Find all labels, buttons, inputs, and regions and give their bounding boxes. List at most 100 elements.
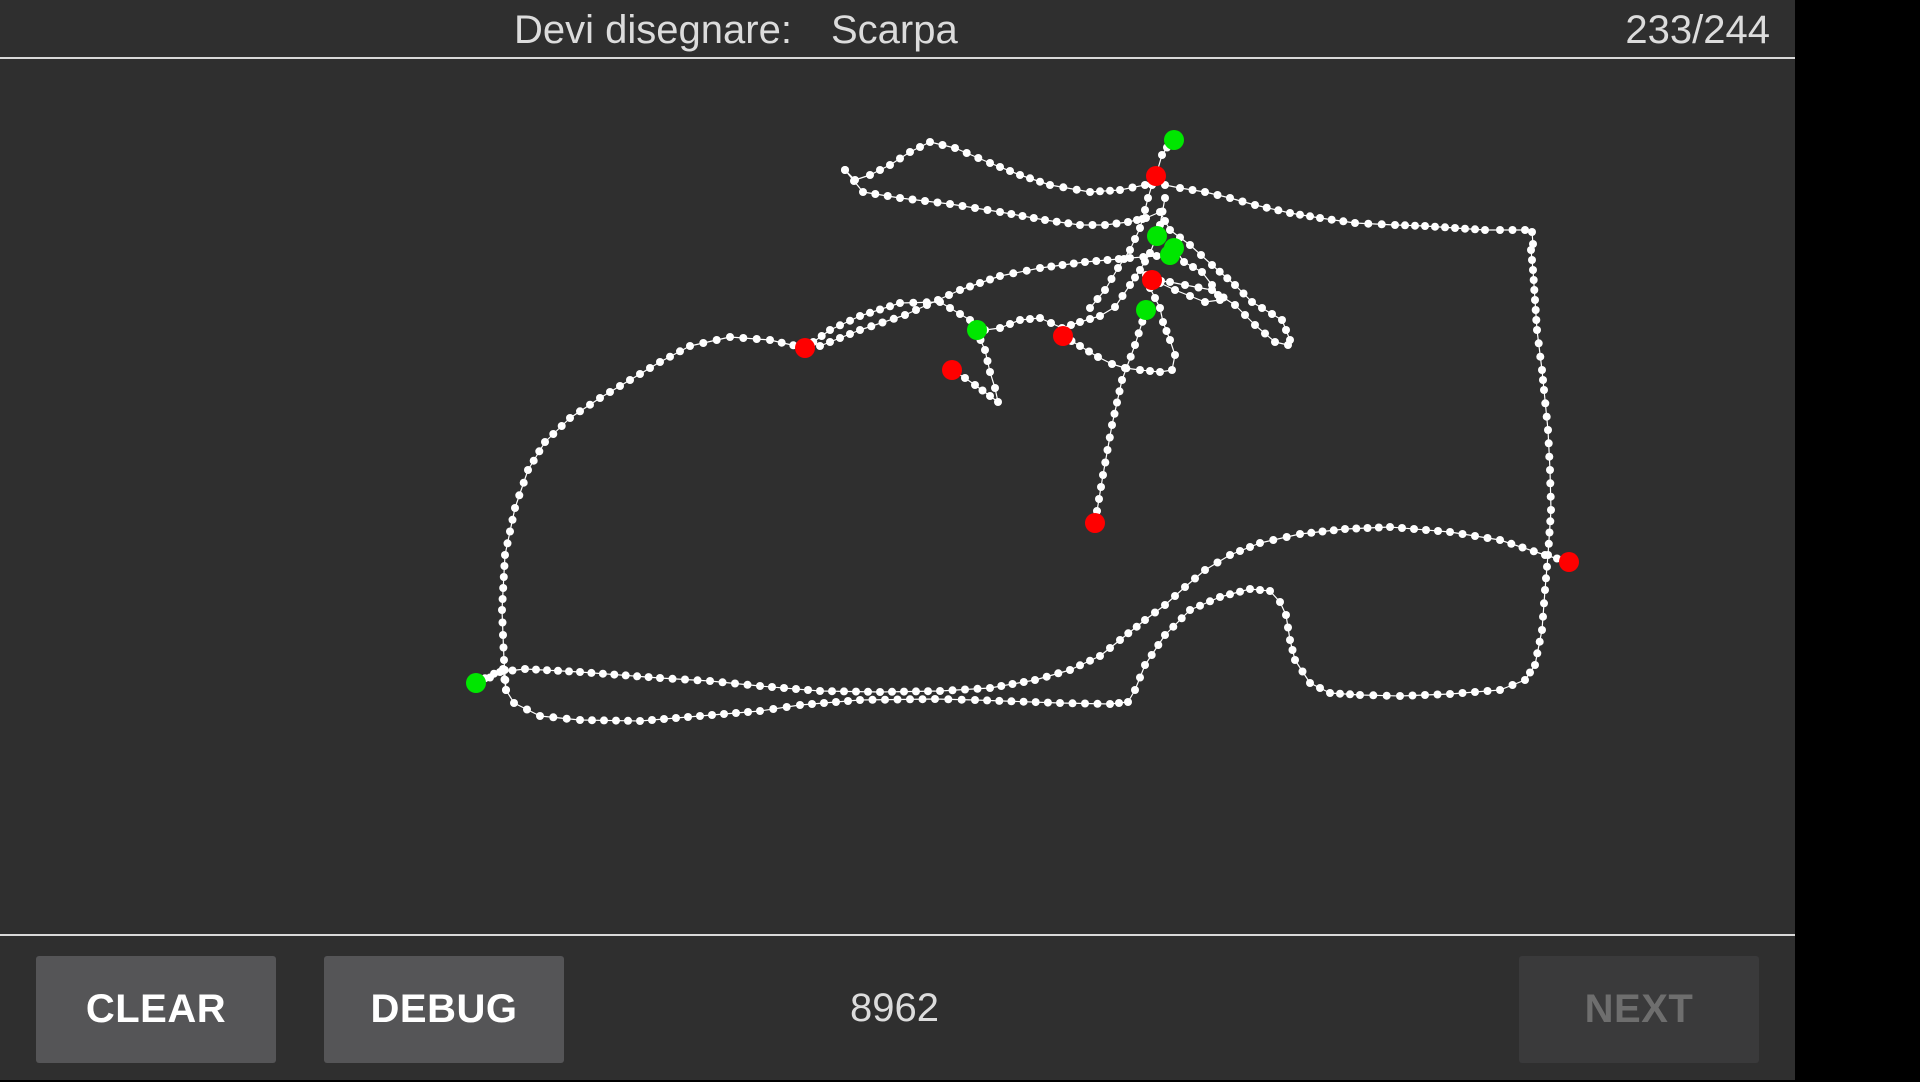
stroke-point xyxy=(1282,611,1290,619)
stroke-point xyxy=(1146,249,1154,257)
stroke-point xyxy=(1069,259,1078,268)
stroke-point xyxy=(1128,183,1137,192)
app-window: Devi disegnare: Scarpa 233/244 CLEAR DEB… xyxy=(0,0,1795,1080)
stroke-point xyxy=(1422,526,1430,534)
stroke-point xyxy=(1531,661,1539,669)
stroke-point xyxy=(1298,667,1307,676)
stroke-point xyxy=(743,680,752,689)
stroke-point xyxy=(768,683,776,691)
stroke-point xyxy=(756,707,764,715)
stroke-point xyxy=(1006,320,1014,328)
stroke-point xyxy=(1022,266,1031,275)
stroke-point xyxy=(1116,636,1124,644)
stroke-point xyxy=(1086,304,1094,312)
stroke-point xyxy=(1541,551,1549,559)
stroke-point xyxy=(867,322,876,331)
stroke-point xyxy=(996,208,1004,216)
stroke-point xyxy=(976,279,984,287)
stroke-point xyxy=(888,687,896,696)
stroke-point xyxy=(1269,536,1278,544)
stroke-markers xyxy=(466,130,1579,693)
stroke-point xyxy=(896,194,904,202)
stroke-point xyxy=(996,163,1004,171)
stroke-point xyxy=(1141,616,1149,624)
stroke-point xyxy=(1136,366,1144,374)
stroke-point xyxy=(600,716,608,725)
stroke-point xyxy=(1271,338,1279,346)
stroke-point xyxy=(1546,479,1555,488)
stroke-point xyxy=(1103,256,1112,264)
stroke-point xyxy=(1226,194,1234,202)
drawing-svg[interactable] xyxy=(0,59,1795,934)
stroke-point xyxy=(916,143,924,151)
stroke-point xyxy=(1016,316,1024,324)
stroke-point xyxy=(1094,353,1102,361)
stroke-point xyxy=(1396,692,1404,700)
stroke-point xyxy=(1246,585,1254,593)
clear-button[interactable]: CLEAR xyxy=(36,956,276,1063)
stroke-point xyxy=(1201,566,1209,574)
stroke-point xyxy=(1238,197,1247,206)
drawing-canvas[interactable] xyxy=(0,59,1795,934)
stroke-point xyxy=(1009,269,1018,278)
stroke-point xyxy=(957,695,966,704)
stroke-point xyxy=(636,717,644,725)
stroke-point xyxy=(1019,678,1028,686)
stroke-point xyxy=(498,606,506,614)
stroke-point xyxy=(966,282,974,291)
stroke-point xyxy=(923,301,931,309)
stroke-point xyxy=(1352,524,1361,533)
stroke-point xyxy=(828,687,836,696)
stroke-point xyxy=(1496,226,1504,234)
stroke-point xyxy=(756,682,764,690)
stroke-point xyxy=(510,699,518,707)
stroke-point xyxy=(1086,315,1094,323)
stroke-point xyxy=(978,386,987,395)
stroke-point xyxy=(1056,699,1064,707)
stroke-point xyxy=(1351,219,1359,227)
stroke-point xyxy=(836,334,844,342)
stroke-point xyxy=(1278,316,1286,324)
stroke-point xyxy=(1067,321,1075,329)
stroke-point xyxy=(1133,216,1141,224)
stroke-point xyxy=(1076,318,1084,326)
stroke-point xyxy=(1118,292,1127,300)
stroke-point xyxy=(1543,562,1551,571)
next-button[interactable]: NEXT xyxy=(1519,956,1759,1063)
stroke-point xyxy=(1336,689,1344,698)
stroke-point xyxy=(1171,592,1179,600)
stroke-point xyxy=(945,291,953,299)
stroke-point xyxy=(1019,697,1028,706)
stroke-point xyxy=(1047,262,1056,271)
debug-button[interactable]: DEBUG xyxy=(324,956,564,1063)
stroke-point xyxy=(1115,387,1124,396)
stroke-point xyxy=(808,700,816,708)
stroke-point xyxy=(1496,686,1504,694)
stroke-point xyxy=(731,679,739,688)
stroke-point xyxy=(1398,524,1406,532)
stroke-point xyxy=(1216,593,1224,601)
stroke-point xyxy=(1124,629,1133,638)
stroke-point xyxy=(1546,466,1554,474)
stroke-point xyxy=(586,400,594,409)
stroke-point xyxy=(1528,256,1536,264)
stroke-end-marker xyxy=(1142,270,1162,290)
stroke-point xyxy=(1553,554,1561,563)
stroke-point xyxy=(666,352,674,361)
stroke-point xyxy=(499,584,508,592)
stroke-point xyxy=(598,669,607,678)
stroke-point xyxy=(1528,228,1536,236)
stroke-point xyxy=(900,687,908,696)
stroke-point xyxy=(1521,226,1529,234)
stroke-point xyxy=(708,711,716,719)
stroke-point xyxy=(832,698,840,706)
stroke-point xyxy=(777,338,786,347)
stroke-point xyxy=(656,674,664,682)
stroke-point xyxy=(938,141,947,149)
stroke-point xyxy=(1086,188,1094,196)
prompt-label: Devi disegnare: xyxy=(514,8,792,52)
stroke-point xyxy=(686,342,694,350)
stroke-point xyxy=(1106,644,1114,652)
stroke-point xyxy=(501,551,509,559)
stroke-point xyxy=(508,666,517,675)
